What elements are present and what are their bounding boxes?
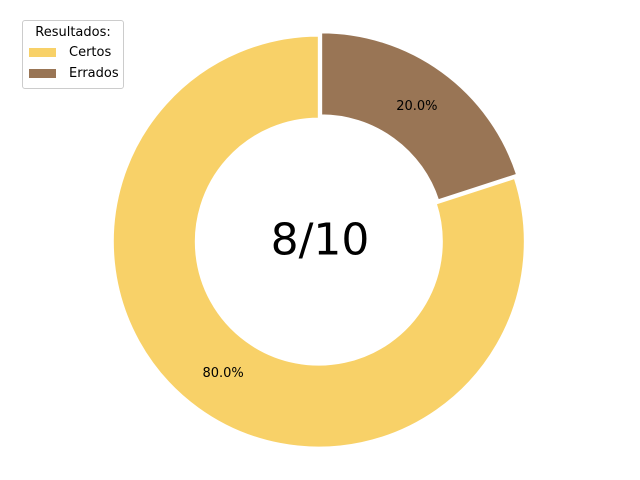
legend: Resultados: Certos Errados bbox=[22, 20, 124, 89]
percent-labels: 20.0% 80.0% bbox=[202, 99, 437, 381]
legend-label: Certos bbox=[69, 45, 112, 60]
slice-certos bbox=[111, 34, 526, 449]
legend-swatch bbox=[29, 69, 56, 78]
legend-swatch bbox=[29, 48, 56, 57]
center-score: 8/10 bbox=[271, 215, 370, 266]
legend-title: Resultados: bbox=[35, 25, 111, 40]
legend-item-errados: Errados bbox=[23, 63, 123, 84]
legend-items: Certos Errados bbox=[23, 42, 123, 84]
legend-label: Errados bbox=[69, 66, 119, 81]
donut-slices bbox=[111, 31, 526, 449]
pct-label-errados: 20.0% bbox=[396, 99, 437, 114]
slice-errados bbox=[320, 31, 519, 202]
pct-label-certos: 80.0% bbox=[202, 366, 243, 381]
legend-item-certos: Certos bbox=[23, 42, 123, 63]
